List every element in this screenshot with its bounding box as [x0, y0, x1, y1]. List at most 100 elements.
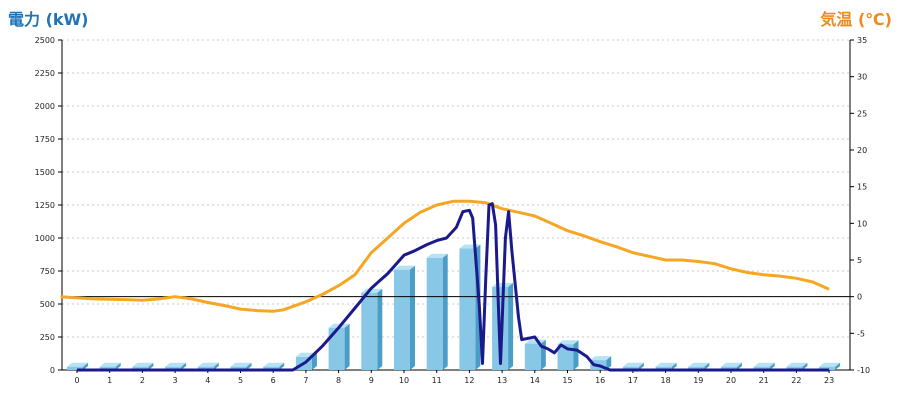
right-axis-title: 気温 (℃) — [820, 10, 892, 29]
bar — [688, 366, 705, 370]
bar-side — [606, 356, 612, 370]
y-right-tick-label: 25 — [857, 109, 867, 118]
bar-side — [769, 362, 775, 370]
x-tick-label: 5 — [238, 376, 243, 385]
x-tick-label: 10 — [399, 376, 409, 385]
bar-side — [704, 362, 710, 370]
y-right-tick-label: 10 — [857, 219, 867, 228]
y-left-tick-label: 750 — [40, 267, 55, 276]
x-tick-label: 9 — [369, 376, 374, 385]
x-tick-label: 13 — [497, 376, 507, 385]
y-right-tick-label: -10 — [857, 366, 870, 375]
bar-side — [344, 323, 350, 370]
bar-side — [115, 362, 121, 370]
y-right-tick-label: -5 — [857, 329, 865, 338]
x-tick-label: 23 — [824, 376, 834, 385]
bar-top — [753, 362, 775, 367]
bar — [786, 366, 803, 370]
bar — [721, 366, 737, 370]
x-tick-label: 11 — [432, 376, 442, 385]
x-tick-label: 12 — [464, 376, 474, 385]
bar-side — [148, 362, 154, 370]
bar-top — [557, 340, 579, 345]
bar-top — [230, 362, 252, 367]
y-right-tick-label: 5 — [857, 256, 862, 265]
y-left-tick-label: 2500 — [35, 36, 55, 45]
bar-side — [835, 362, 841, 370]
bar-top — [622, 362, 644, 367]
bar-top — [99, 362, 121, 367]
bar-top — [819, 362, 841, 367]
bar — [263, 366, 280, 370]
x-tick-label: 19 — [693, 376, 703, 385]
y-left-tick-label: 1250 — [35, 201, 55, 210]
bar-top — [197, 362, 219, 367]
bar-top — [688, 362, 710, 367]
x-tick-label: 2 — [140, 376, 145, 385]
bar-top — [590, 356, 612, 361]
y-left-tick-label: 0 — [50, 366, 55, 375]
bar-top — [165, 362, 187, 367]
x-tick-label: 6 — [271, 376, 276, 385]
x-tick-label: 1 — [107, 376, 112, 385]
bar-side — [410, 265, 415, 370]
y-left-tick-label: 2000 — [35, 102, 55, 111]
bar-top — [263, 362, 285, 367]
bar-side — [802, 362, 808, 370]
y-right-tick-label: 35 — [857, 36, 867, 45]
bar — [426, 257, 443, 370]
bar — [132, 366, 149, 370]
bar-top — [655, 362, 677, 367]
bar — [557, 344, 574, 370]
bar-side — [442, 253, 448, 370]
bar — [230, 366, 247, 370]
bar-side — [377, 288, 383, 370]
bar — [753, 366, 770, 370]
x-tick-label: 21 — [759, 376, 769, 385]
y-left-tick-label: 500 — [40, 300, 55, 309]
x-tick-label: 4 — [205, 376, 210, 385]
y-left-tick-label: 2250 — [35, 69, 55, 78]
x-tick-label: 0 — [74, 376, 79, 385]
x-tick-label: 3 — [173, 376, 178, 385]
x-tick-label: 20 — [726, 376, 736, 385]
bar-side — [213, 362, 219, 370]
bar-side — [508, 282, 514, 370]
y-left-tick-label: 1750 — [35, 135, 55, 144]
y-left-tick-label: 1500 — [35, 168, 55, 177]
x-tick-label: 18 — [661, 376, 671, 385]
bar — [819, 366, 836, 370]
bar-side — [246, 362, 252, 370]
bar — [165, 366, 182, 370]
y-right-tick-label: 15 — [857, 183, 867, 192]
x-tick-label: 17 — [628, 376, 638, 385]
y-left-tick-label: 250 — [40, 333, 55, 342]
bar — [197, 366, 214, 370]
x-tick-label: 7 — [303, 376, 308, 385]
bar — [328, 327, 345, 370]
bar-top — [786, 362, 808, 367]
x-tick-label: 16 — [595, 376, 605, 385]
bar — [524, 343, 541, 370]
x-tick-label: 22 — [791, 376, 801, 385]
bar — [394, 269, 410, 370]
bar-side — [83, 362, 88, 370]
bar-top — [67, 362, 88, 367]
x-tick-label: 14 — [530, 376, 540, 385]
bar-side — [737, 362, 742, 370]
bar — [655, 366, 672, 370]
bar-side — [638, 362, 644, 370]
bar — [622, 366, 639, 370]
bar-side — [671, 362, 677, 370]
bar-top — [132, 362, 154, 367]
bar — [361, 292, 378, 370]
power-line — [77, 202, 830, 372]
temperature-line — [60, 199, 830, 313]
y-left-tick-label: 1000 — [35, 234, 55, 243]
y-right-tick-label: 30 — [857, 73, 867, 82]
bar-side — [573, 340, 579, 370]
bar-top — [394, 265, 415, 270]
bar-top — [426, 253, 448, 258]
bar-side — [181, 362, 187, 370]
